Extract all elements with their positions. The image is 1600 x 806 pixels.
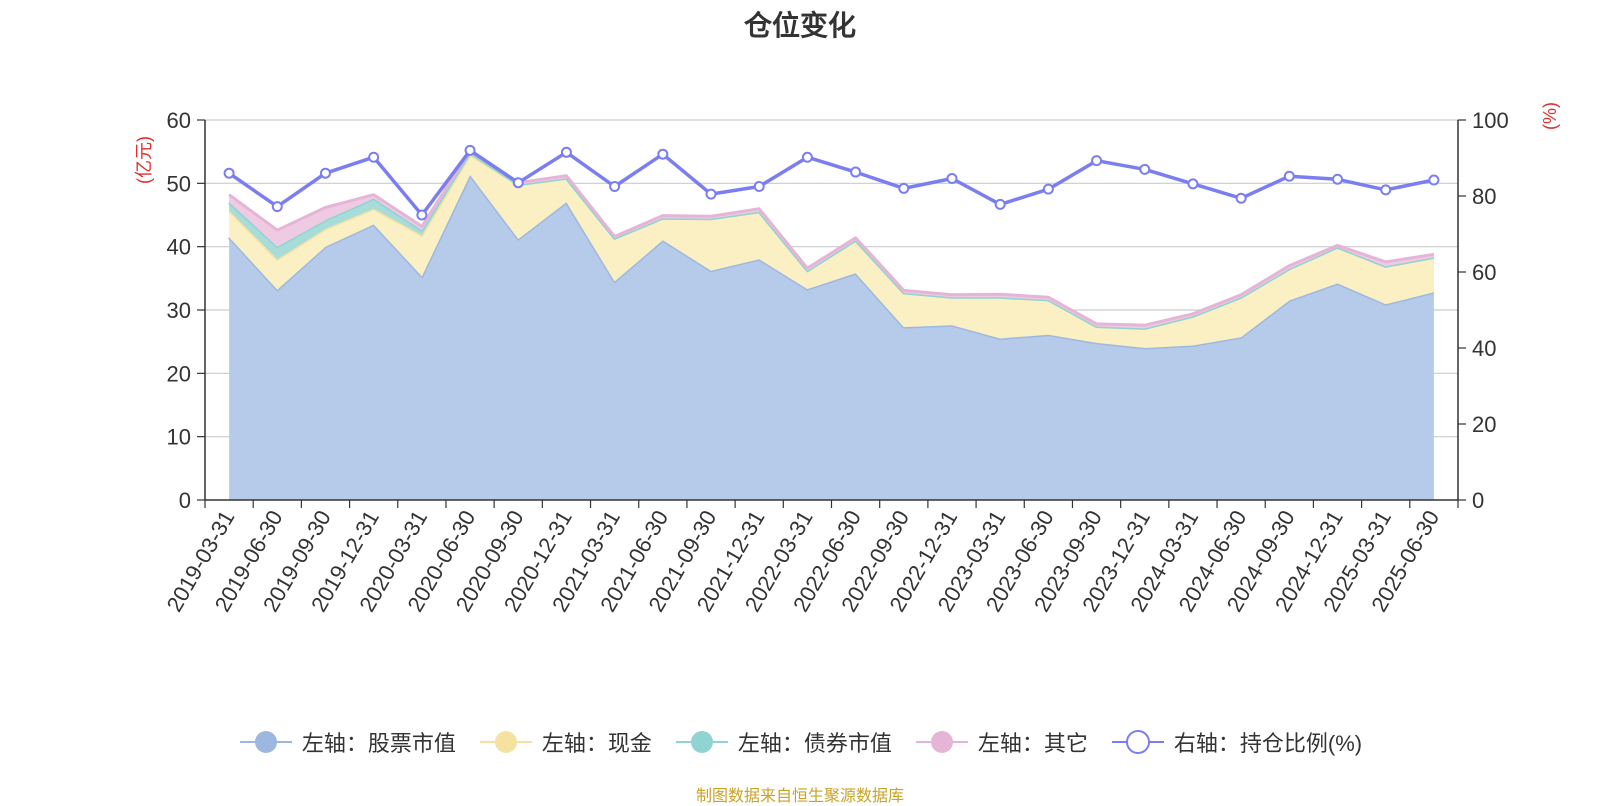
- ratio-point: [946, 173, 958, 185]
- right-tick-label: 20: [1472, 412, 1496, 437]
- ratio-point: [560, 146, 572, 158]
- ratio-point: [1091, 155, 1103, 167]
- left-tick-label: 50: [167, 171, 191, 196]
- ratio-point: [1428, 174, 1440, 186]
- ratio-point: [850, 166, 862, 178]
- area-line: [228, 148, 1435, 327]
- legend-swatch-icon: [239, 731, 292, 753]
- ratio-point: [223, 167, 235, 179]
- left-tick-label: 10: [167, 425, 191, 450]
- ratio-point: [1187, 178, 1199, 190]
- legend-item[interactable]: 左轴：股票市值: [238, 726, 456, 758]
- ratio-point: [1235, 192, 1247, 204]
- legend-swatch-icon: [1111, 730, 1164, 754]
- right-tick-label: 0: [1472, 488, 1484, 513]
- legend-item[interactable]: 右轴：持仓比例(%): [1110, 726, 1362, 758]
- ratio-point: [1283, 170, 1295, 182]
- right-tick-label: 80: [1472, 184, 1496, 209]
- ratio-point: [1139, 163, 1151, 175]
- ratio-point: [801, 151, 813, 163]
- left-tick-label: 20: [167, 361, 191, 386]
- area-fill: [229, 175, 1434, 500]
- left-tick-label: 60: [167, 108, 191, 133]
- ratio-point: [416, 209, 428, 221]
- ratio-point: [271, 201, 283, 213]
- legend-swatch-icon: [479, 731, 532, 753]
- ratio-point: [609, 181, 621, 192]
- ratio-point: [898, 182, 910, 194]
- ratio-line: [228, 148, 1435, 217]
- ratio-point: [464, 144, 476, 156]
- chart-title: 仓位变化: [743, 10, 856, 41]
- legend-label: 左轴：股票市值: [301, 731, 456, 756]
- axes: [197, 119, 1466, 508]
- legend-item[interactable]: 左轴：债券市值: [674, 726, 892, 758]
- legend-label: 左轴：现金: [541, 731, 652, 756]
- legend-swatch-icon: [675, 731, 728, 753]
- left-tick-label: 40: [167, 235, 191, 260]
- right-tick-label: 40: [1472, 336, 1496, 361]
- legend: 左轴：股票市值 左轴：现金 左轴：债券市值 左轴：其它 右轴：持仓比例(%): [0, 720, 1600, 764]
- ratio-point: [1332, 173, 1344, 185]
- left-tick-label: 0: [179, 488, 191, 513]
- ratio-point: [1042, 183, 1054, 195]
- left-tick-label: 30: [167, 298, 191, 323]
- line-series: [223, 144, 1440, 221]
- ratio-point: [753, 181, 765, 192]
- right-tick-label: 100: [1472, 108, 1509, 133]
- ratio-point: [705, 188, 717, 200]
- legend-label: 右轴：持仓比例(%): [1173, 731, 1363, 756]
- ratio-point: [1380, 184, 1392, 196]
- area-series: [227, 148, 1435, 500]
- ratio-point: [994, 198, 1006, 210]
- left-axis-unit: (亿元): [134, 136, 154, 184]
- legend-label: 左轴：其它: [977, 731, 1088, 756]
- right-axis-unit: (%): [1540, 102, 1560, 130]
- legend-label: 左轴：债券市值: [737, 731, 892, 756]
- ratio-point: [512, 177, 524, 189]
- ratio-point: [368, 151, 380, 163]
- legend-swatch-icon: [915, 731, 968, 753]
- source-note: 制图数据来自恒生聚源数据库: [695, 788, 904, 805]
- ratio-point: [319, 167, 331, 179]
- chart-svg: 0102030405060020406080100(亿元)(%)2019-03-…: [134, 102, 1560, 616]
- area-fill: [229, 154, 1434, 348]
- right-tick-label: 60: [1472, 260, 1496, 285]
- legend-item[interactable]: 左轴：其它: [914, 726, 1088, 758]
- legend-item[interactable]: 左轴：现金: [478, 726, 652, 758]
- ratio-point: [657, 148, 669, 160]
